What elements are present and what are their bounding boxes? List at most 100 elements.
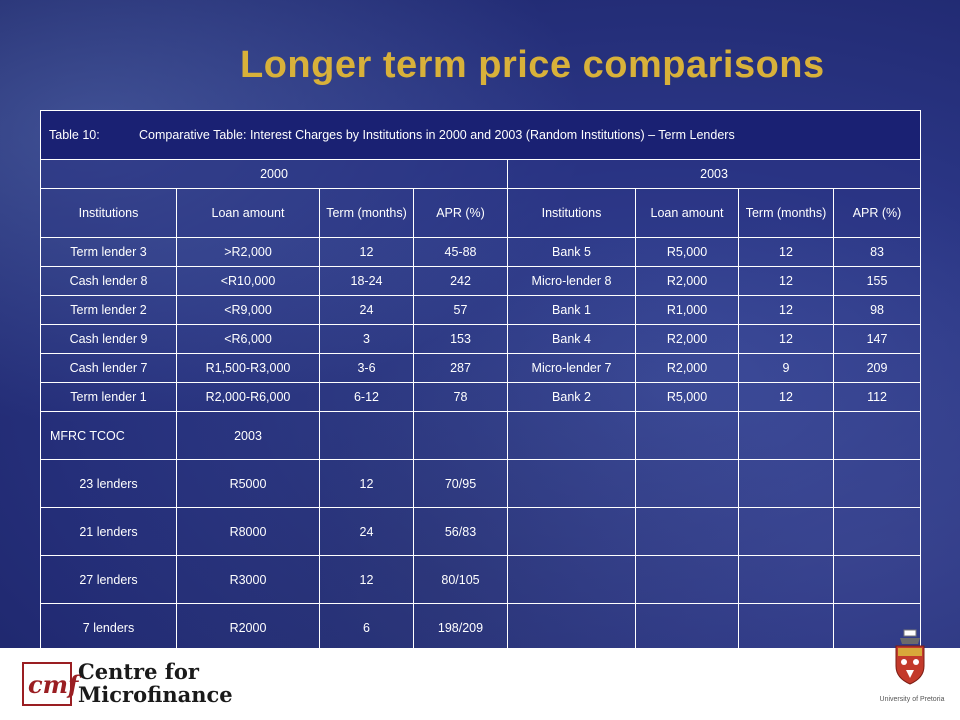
- table-cell: 57: [413, 295, 508, 325]
- empty-cell: [738, 555, 834, 604]
- empty-cell: [507, 603, 636, 652]
- table-cell: 6: [319, 603, 414, 652]
- table-cell: Term lender 1: [40, 382, 177, 412]
- table-cell: 12: [738, 295, 834, 325]
- caption-label: Table 10:: [49, 127, 100, 142]
- table-cell: R5,000: [635, 382, 739, 412]
- table-cell: 3: [319, 324, 414, 354]
- university-crest-icon: [895, 629, 925, 685]
- column-header-row: Institutions Loan amount Term (months) A…: [40, 188, 922, 238]
- table-cell: Bank 2: [507, 382, 636, 412]
- table-cell: 12: [738, 237, 834, 267]
- table-cell: 12: [738, 382, 834, 412]
- tcoc-row: MFRC TCOC 2003: [40, 411, 922, 460]
- table-cell: 12: [738, 324, 834, 354]
- year-header-row: 2000 2003: [40, 159, 922, 189]
- table-cell: 21 lenders: [40, 507, 177, 556]
- table-cell: 12: [319, 237, 414, 267]
- table-cell: 198/209: [413, 603, 508, 652]
- table-row: Cash lender 8 <R10,000 18-24 242 Micro-l…: [40, 266, 922, 296]
- empty-cell: [738, 459, 834, 508]
- table-cell: 3-6: [319, 353, 414, 383]
- table-cell: <R6,000: [176, 324, 320, 354]
- table-cell: 209: [832, 353, 922, 383]
- column-header: Institutions: [40, 188, 177, 238]
- table-cell: 18-24: [319, 266, 414, 296]
- table-cell: <R10,000: [176, 266, 320, 296]
- column-header: APR (%): [413, 188, 508, 238]
- empty-cell: [832, 411, 922, 460]
- table-cell: [413, 411, 508, 460]
- org-name-line-1: Centre for: [78, 659, 199, 684]
- table-caption: Table 10: Comparative Table: Interest Cha…: [39, 110, 922, 160]
- table-cell: 23 lenders: [40, 459, 177, 508]
- empty-cell: [832, 459, 922, 508]
- table-cell: 27 lenders: [40, 555, 177, 604]
- table-row: Term lender 3 >R2,000 12 45-88 Bank 5 R5…: [40, 237, 922, 267]
- table-cell: 24: [319, 295, 414, 325]
- table-cell: Bank 4: [507, 324, 636, 354]
- slide-title: Longer term price comparisons: [240, 44, 825, 86]
- table-cell: R3000: [176, 555, 320, 604]
- tcoc-row: 23 lenders R5000 12 70/95: [40, 459, 922, 508]
- empty-cell: [738, 603, 834, 652]
- table-cell: 287: [413, 353, 508, 383]
- table-cell: Cash lender 9: [40, 324, 177, 354]
- table-cell: R1,000: [635, 295, 739, 325]
- column-header: Loan amount: [635, 188, 739, 238]
- table-row: Term lender 1 R2,000-R6,000 6-12 78 Bank…: [40, 382, 922, 412]
- table-cell: R1,500-R3,000: [176, 353, 320, 383]
- table-row: Cash lender 9 <R6,000 3 153 Bank 4 R2,00…: [40, 324, 922, 354]
- tcoc-row: 21 lenders R8000 24 56/83: [40, 507, 922, 556]
- table-row: Term lender 2 <R9,000 24 57 Bank 1 R1,00…: [40, 295, 922, 325]
- table-cell: 70/95: [413, 459, 508, 508]
- table-cell: R2,000-R6,000: [176, 382, 320, 412]
- table-cell: 153: [413, 324, 508, 354]
- table-cell: 98: [832, 295, 922, 325]
- table-cell: 9: [738, 353, 834, 383]
- table-cell: 56/83: [413, 507, 508, 556]
- table-cell: 24: [319, 507, 414, 556]
- empty-cell: [507, 507, 636, 556]
- footer-bar: [0, 648, 960, 720]
- tcoc-row: 7 lenders R2000 6 198/209: [40, 603, 922, 652]
- table-cell: <R9,000: [176, 295, 320, 325]
- table-cell: 147: [832, 324, 922, 354]
- table-cell: >R2,000: [176, 237, 320, 267]
- table-cell: Term lender 3: [40, 237, 177, 267]
- empty-cell: [635, 459, 739, 508]
- table-cell: 155: [832, 266, 922, 296]
- empty-cell: [635, 507, 739, 556]
- table-cell: 242: [413, 266, 508, 296]
- empty-cell: [738, 411, 834, 460]
- table-cell: Cash lender 8: [40, 266, 177, 296]
- table-cell: 12: [319, 459, 414, 508]
- column-header: Loan amount: [176, 188, 320, 238]
- table-cell: R8000: [176, 507, 320, 556]
- org-name: Centre for Microfinance: [78, 660, 233, 706]
- table-caption-row: Table 10: Comparative Table: Interest Cha…: [39, 110, 922, 160]
- tcoc-row: 27 lenders R3000 12 80/105: [40, 555, 922, 604]
- table-cell: Micro-lender 8: [507, 266, 636, 296]
- table-cell: R2,000: [635, 266, 739, 296]
- table-cell: R2,000: [635, 353, 739, 383]
- column-header: Institutions: [507, 188, 636, 238]
- empty-cell: [635, 603, 739, 652]
- table-cell: Bank 1: [507, 295, 636, 325]
- caption-text: Comparative Table: Interest Charges by I…: [139, 127, 735, 142]
- table-cell: 7 lenders: [40, 603, 177, 652]
- table-cell: 112: [832, 382, 922, 412]
- column-header: Term (months): [319, 188, 414, 238]
- table-cell: R2000: [176, 603, 320, 652]
- table-cell: 78: [413, 382, 508, 412]
- empty-cell: [507, 459, 636, 508]
- table-cell: 2003: [176, 411, 320, 460]
- table-cell: MFRC TCOC: [40, 411, 177, 460]
- table-cell: Bank 5: [507, 237, 636, 267]
- table-cell: 6-12: [319, 382, 414, 412]
- table-cell: R2,000: [635, 324, 739, 354]
- comparison-table: Table 10: Comparative Table: Interest Cha…: [39, 110, 922, 652]
- empty-cell: [832, 507, 922, 556]
- year-2000-header: 2000: [40, 159, 508, 189]
- empty-cell: [635, 411, 739, 460]
